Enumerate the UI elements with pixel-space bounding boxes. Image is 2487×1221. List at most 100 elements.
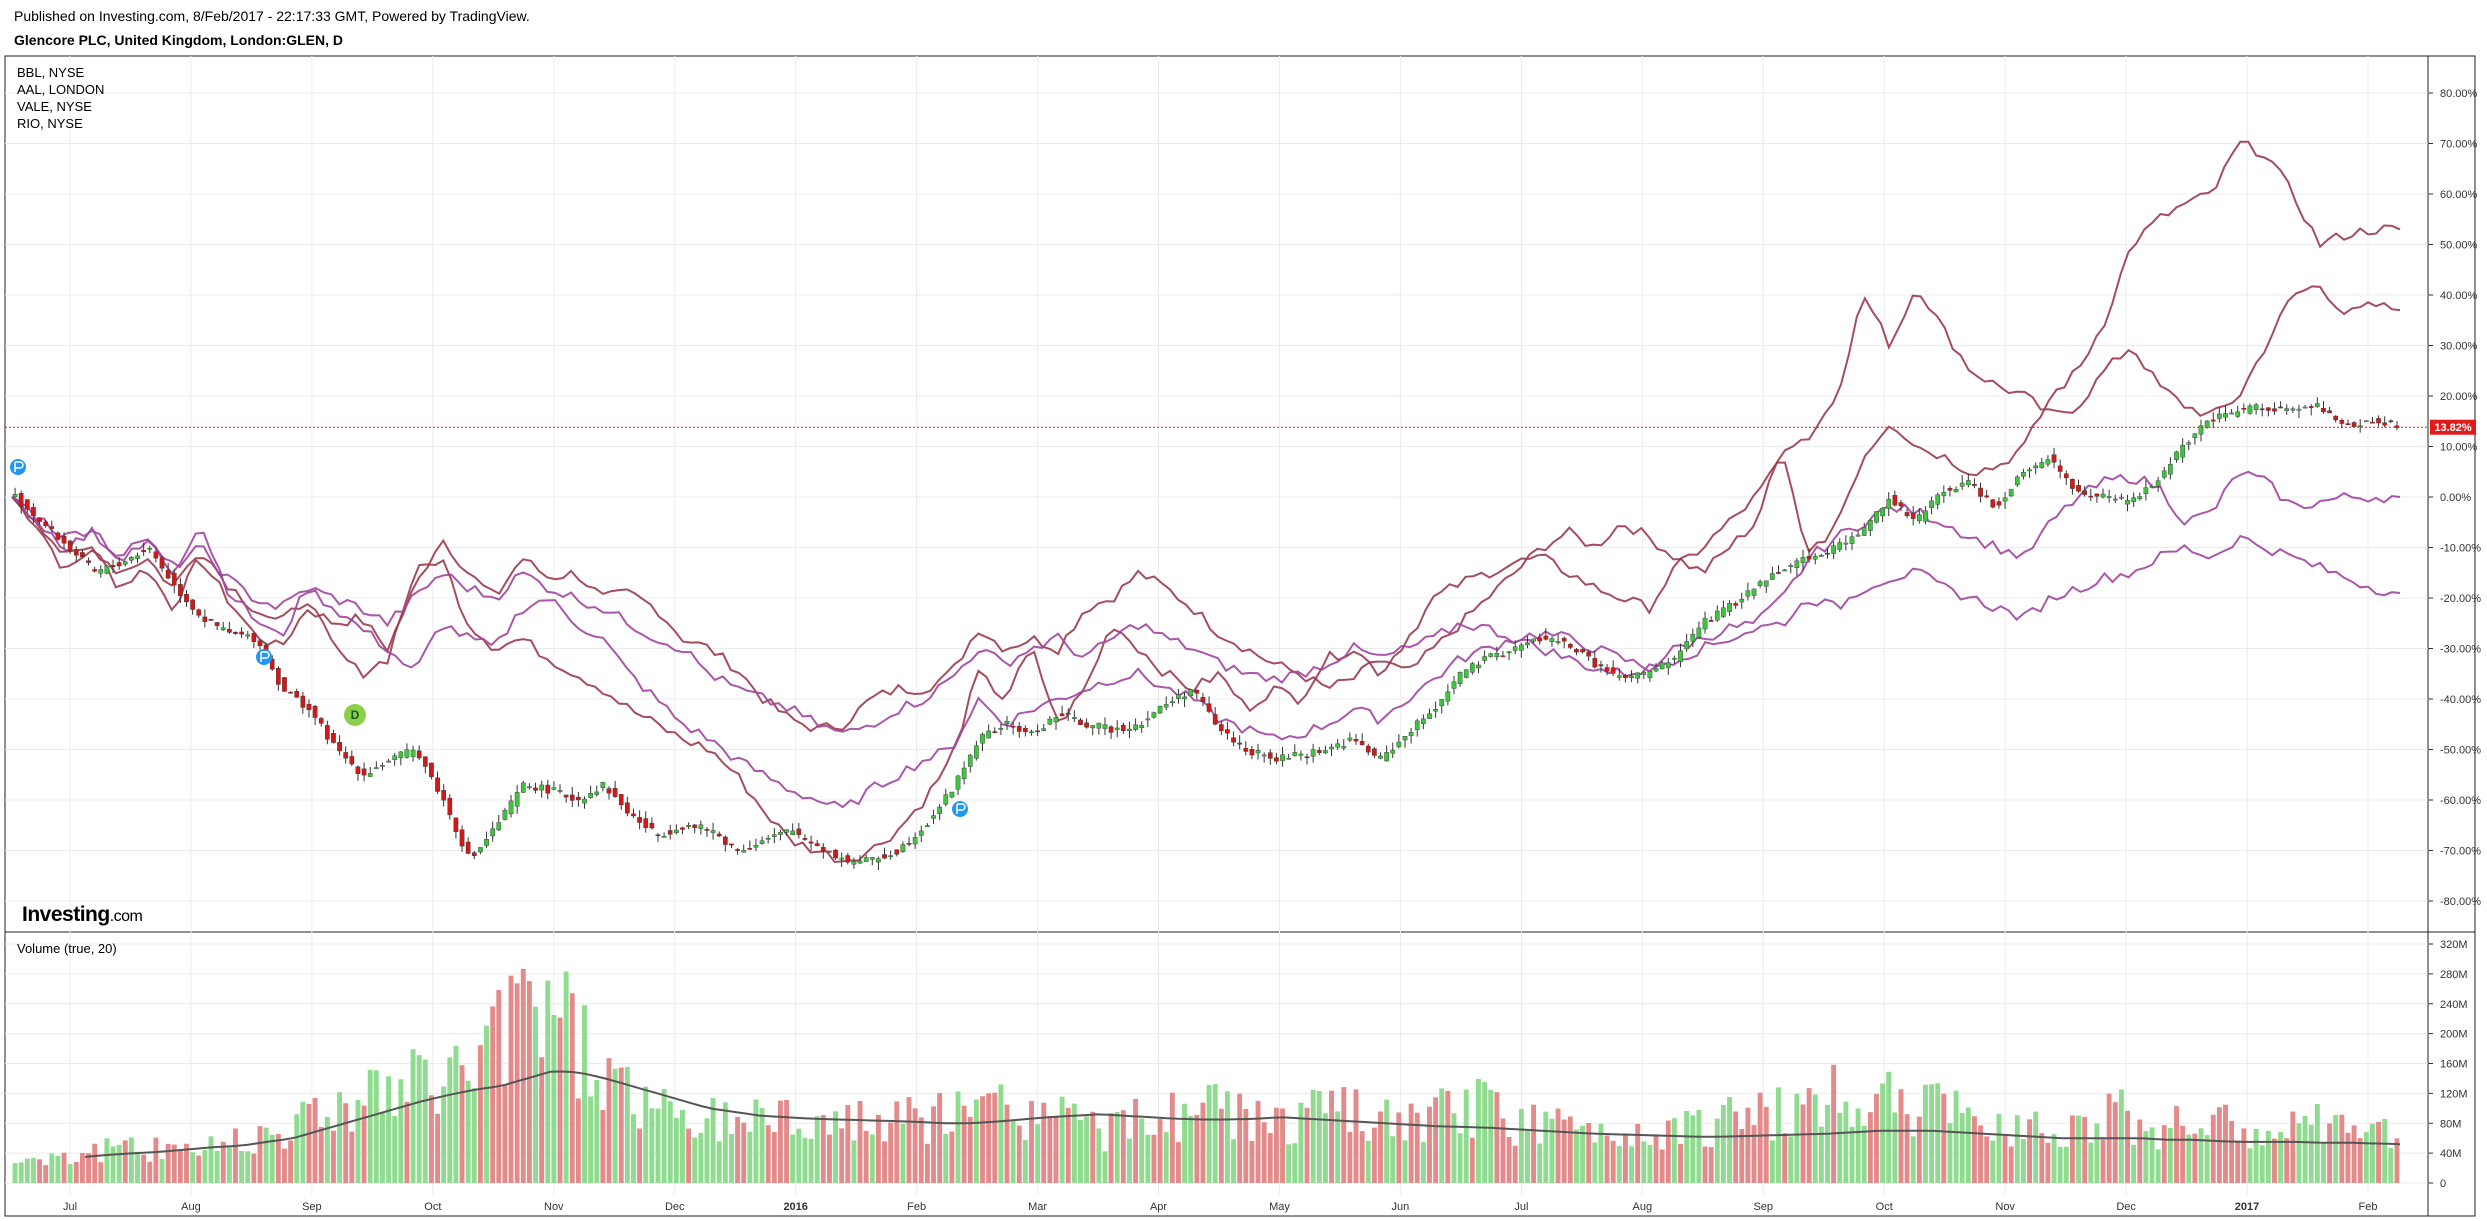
candle bbox=[594, 791, 600, 795]
candle bbox=[1537, 637, 1543, 642]
volume-bar bbox=[477, 1045, 483, 1183]
candle bbox=[2002, 497, 2008, 502]
volume-bar bbox=[1047, 1116, 1053, 1183]
volume-bar bbox=[753, 1099, 759, 1183]
volume-bar bbox=[1965, 1107, 1971, 1183]
volume-bar bbox=[1029, 1101, 1034, 1183]
volume-bar bbox=[379, 1112, 385, 1183]
volume-bar bbox=[1525, 1129, 1530, 1183]
dividend-marker-label: D bbox=[351, 708, 360, 722]
candle bbox=[1855, 534, 1861, 537]
legend-item-rio[interactable]: RIO, NYSE bbox=[17, 116, 83, 131]
candle bbox=[2168, 464, 2173, 475]
candle bbox=[2302, 406, 2308, 409]
volume-bar bbox=[2057, 1147, 2063, 1183]
volume-bar bbox=[282, 1148, 287, 1183]
event-marker-icon[interactable] bbox=[952, 801, 968, 817]
candle bbox=[851, 860, 857, 865]
candle bbox=[1916, 514, 1922, 521]
volume-bar bbox=[980, 1096, 985, 1183]
candle bbox=[2180, 444, 2185, 458]
volume-bar bbox=[1243, 1108, 1249, 1183]
candle bbox=[1672, 657, 1677, 660]
candle bbox=[2100, 493, 2106, 498]
time-tick-label: Nov bbox=[544, 1201, 564, 1213]
candle bbox=[1059, 713, 1065, 717]
volume-bar bbox=[1880, 1083, 1886, 1183]
volume-bar bbox=[2063, 1146, 2069, 1183]
candle bbox=[618, 794, 624, 806]
candle bbox=[2272, 408, 2277, 412]
price-axis[interactable]: 80.00% 70.00% 60.00% 50.00% 40.00% 30.00% 20.0… bbox=[2428, 88, 2481, 908]
time-tick-label: Dec bbox=[665, 1201, 685, 1213]
candle bbox=[2376, 418, 2381, 424]
candle bbox=[1145, 718, 1151, 721]
volume-bar bbox=[2198, 1128, 2204, 1183]
candle bbox=[931, 815, 936, 819]
volume-bar bbox=[159, 1159, 165, 1183]
volume-bar bbox=[116, 1144, 122, 1183]
candle bbox=[24, 499, 30, 510]
volume-bar bbox=[931, 1106, 936, 1183]
volume-bar bbox=[557, 1017, 563, 1183]
volume-bar bbox=[1378, 1111, 1383, 1183]
candle bbox=[692, 824, 698, 828]
volume-bar bbox=[1812, 1094, 1818, 1183]
volume-bar bbox=[269, 1134, 275, 1183]
dividend-marker-icon[interactable]: D bbox=[344, 704, 366, 726]
time-tick-label: Feb bbox=[907, 1201, 926, 1213]
volume-bar bbox=[1341, 1087, 1347, 1183]
candle bbox=[1861, 526, 1867, 536]
volume-bar bbox=[1414, 1112, 1420, 1183]
volume-bar bbox=[288, 1140, 294, 1183]
volume-bar bbox=[2192, 1133, 2198, 1183]
volume-bar bbox=[2290, 1111, 2296, 1183]
candle bbox=[184, 594, 189, 603]
candle bbox=[1157, 705, 1163, 714]
time-axis[interactable]: Jul Aug Sep Oct Nov Dec 2016 Feb Mar Apr May Jun Jul… bbox=[63, 1201, 2378, 1213]
candle bbox=[1965, 480, 1971, 486]
volume-bar bbox=[722, 1102, 728, 1183]
candle bbox=[1169, 701, 1175, 704]
candle bbox=[1635, 672, 1641, 679]
volume-bar bbox=[1469, 1137, 1475, 1183]
volume-bar bbox=[184, 1143, 189, 1183]
event-marker-icon[interactable] bbox=[256, 649, 272, 665]
candle bbox=[1929, 500, 1934, 508]
candle bbox=[416, 750, 422, 759]
candle bbox=[337, 742, 342, 752]
volume-bar bbox=[2020, 1139, 2026, 1183]
volume-bar bbox=[1175, 1142, 1181, 1183]
volume-bar bbox=[1016, 1125, 1022, 1183]
candle bbox=[1684, 641, 1690, 650]
volume-bar bbox=[1439, 1088, 1445, 1183]
volume-bar bbox=[1665, 1120, 1671, 1183]
candle bbox=[698, 824, 704, 829]
candle bbox=[869, 857, 875, 860]
volume-bar bbox=[1708, 1147, 1714, 1183]
candle bbox=[1843, 542, 1849, 545]
volume-bar bbox=[1071, 1103, 1077, 1183]
candle bbox=[1745, 590, 1751, 597]
volume-bar bbox=[1935, 1083, 1941, 1183]
candle bbox=[1923, 510, 1928, 522]
volume-bar bbox=[233, 1128, 238, 1183]
volume-bar bbox=[2088, 1142, 2094, 1183]
volume-bar bbox=[906, 1097, 912, 1183]
legend-item-bbl[interactable]: BBL, NYSE bbox=[17, 65, 85, 80]
candle bbox=[2174, 451, 2179, 460]
volume-bar bbox=[1984, 1136, 1990, 1183]
volume-axis[interactable]: 320M 280M 240M 200M 160M 120M 80M 40M 0 bbox=[2428, 939, 2468, 1190]
volume-bar bbox=[741, 1122, 747, 1183]
event-marker-icon[interactable] bbox=[10, 459, 26, 475]
volume-study-label[interactable]: Volume (true, 20) bbox=[17, 941, 117, 956]
candle bbox=[1267, 752, 1273, 759]
candle bbox=[202, 616, 208, 622]
volume-bar bbox=[943, 1133, 949, 1183]
legend-item-vale[interactable]: VALE, NYSE bbox=[17, 99, 92, 114]
candle bbox=[2119, 496, 2124, 499]
volume-bar bbox=[349, 1131, 355, 1183]
legend-item-aal[interactable]: AAL, LONDON bbox=[17, 82, 104, 97]
volume-bar bbox=[2155, 1149, 2161, 1183]
